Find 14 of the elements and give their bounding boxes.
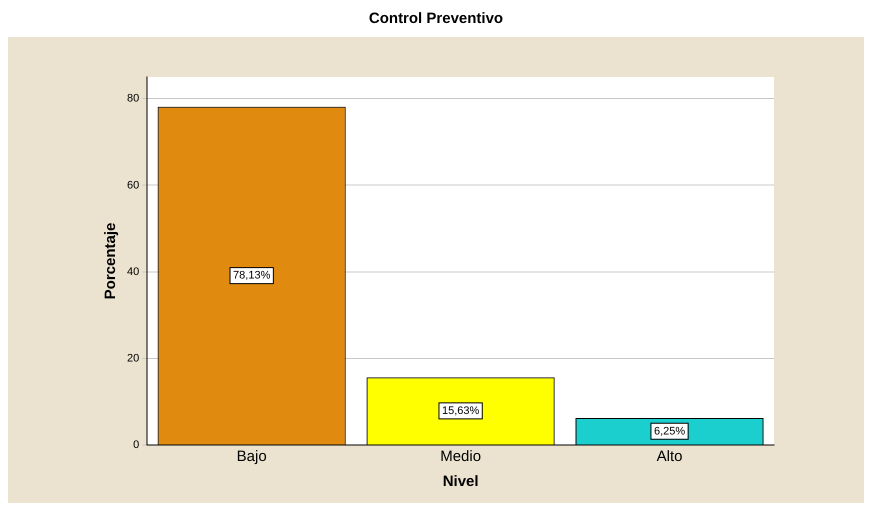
chart-title: Control Preventivo [368, 9, 504, 29]
y-tick-label: 80 [126, 92, 140, 105]
y-tick-label: 40 [126, 266, 140, 278]
y-axis-title: Porcentaje [102, 222, 120, 300]
data-label: 6,25% [654, 425, 686, 438]
y-tick-label: 60 [126, 179, 140, 192]
x-tick-label: Medio [440, 448, 482, 466]
y-tick-label: 20 [126, 352, 140, 364]
x-axis-title: Nivel [442, 473, 479, 490]
x-tick-label: Alto [656, 448, 682, 466]
y-tick-label: 0 [133, 439, 140, 452]
data-label: 15,63% [442, 404, 480, 417]
data-label: 78,13% [233, 270, 271, 282]
x-tick-label: Bajo [236, 448, 267, 466]
